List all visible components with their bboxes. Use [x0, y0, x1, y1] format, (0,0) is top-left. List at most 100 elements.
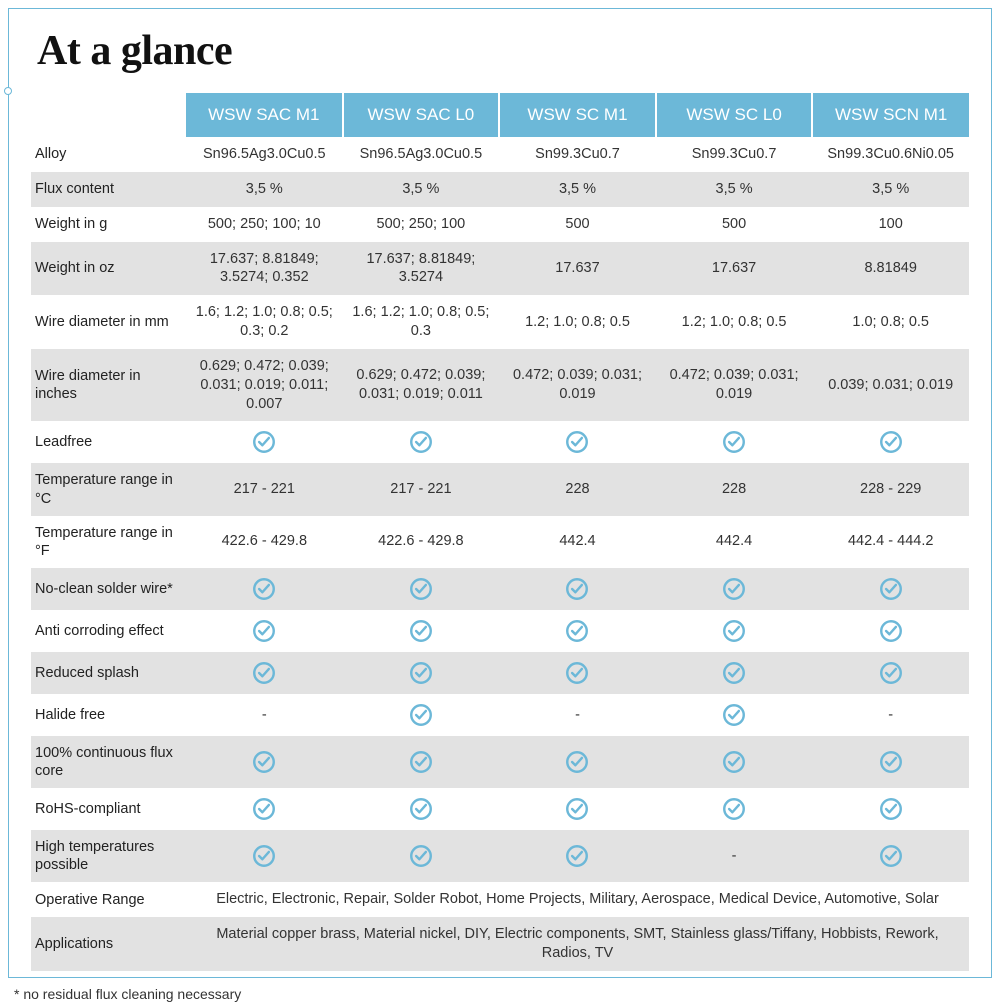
cell: 0.629; 0.472; 0.039; 0.031; 0.019; 0.011…	[186, 349, 343, 422]
cell: -	[656, 830, 813, 882]
table-row: Flux content3,5 %3,5 %3,5 %3,5 %3,5 %	[31, 172, 969, 207]
table-row: Leadfree	[31, 421, 969, 463]
check-icon	[564, 660, 590, 686]
cell	[186, 568, 343, 610]
check-icon	[564, 429, 590, 455]
cell	[186, 788, 343, 830]
row-label: High temperatures possible	[31, 830, 186, 882]
row-label: Halide free	[31, 694, 186, 736]
check-icon	[251, 796, 277, 822]
row-label: Alloy	[31, 137, 186, 172]
check-icon	[408, 702, 434, 728]
row-label: Applications	[31, 917, 186, 971]
footnote: * no residual flux cleaning necessary	[14, 986, 1000, 1002]
cell: 217 - 221	[343, 463, 500, 515]
cell	[186, 652, 343, 694]
cell	[656, 736, 813, 788]
check-icon	[564, 618, 590, 644]
check-icon	[408, 749, 434, 775]
cell: 0.472; 0.039; 0.031; 0.019	[656, 349, 813, 422]
cell	[499, 652, 656, 694]
col-header: WSW SC M1	[499, 93, 656, 137]
cell: 228	[656, 463, 813, 515]
check-icon	[878, 660, 904, 686]
cell	[812, 830, 969, 882]
cell	[343, 788, 500, 830]
cell	[812, 421, 969, 463]
check-icon	[564, 749, 590, 775]
check-icon	[721, 702, 747, 728]
table-row: Wire diameter in mm1.6; 1.2; 1.0; 0.8; 0…	[31, 295, 969, 349]
cell	[343, 610, 500, 652]
check-icon	[878, 576, 904, 602]
cell: 1.2; 1.0; 0.8; 0.5	[499, 295, 656, 349]
span-cell: Electric, Electronic, Repair, Solder Rob…	[186, 882, 969, 917]
check-icon	[721, 749, 747, 775]
check-icon	[721, 660, 747, 686]
cell	[656, 610, 813, 652]
cell	[656, 568, 813, 610]
check-icon	[878, 843, 904, 869]
cell: 442.4	[499, 516, 656, 568]
cell: 17.637	[499, 242, 656, 296]
cell	[656, 788, 813, 830]
cell: 17.637; 8.81849; 3.5274	[343, 242, 500, 296]
cell: 8.81849	[812, 242, 969, 296]
check-icon	[408, 618, 434, 644]
cell	[499, 421, 656, 463]
cell	[656, 421, 813, 463]
table-row: Reduced splash	[31, 652, 969, 694]
cell: 3,5 %	[343, 172, 500, 207]
cell	[186, 736, 343, 788]
decorative-dot	[4, 87, 12, 95]
cell: 3,5 %	[499, 172, 656, 207]
cell: 3,5 %	[812, 172, 969, 207]
cell: 1.6; 1.2; 1.0; 0.8; 0.5; 0.3	[343, 295, 500, 349]
cell: 500	[499, 207, 656, 242]
cell: 422.6 - 429.8	[343, 516, 500, 568]
cell: 442.4	[656, 516, 813, 568]
table-row: High temperatures possible -	[31, 830, 969, 882]
col-header: WSW SC L0	[656, 93, 813, 137]
cell: 100	[812, 207, 969, 242]
cell	[812, 788, 969, 830]
check-icon	[408, 429, 434, 455]
cell: Sn96.5Ag3.0Cu0.5	[343, 137, 500, 172]
span-cell: Material copper brass, Material nickel, …	[186, 917, 969, 971]
cell	[812, 568, 969, 610]
content-frame: At a glance WSW SAC M1 WSW SAC L0 WSW SC…	[8, 8, 992, 978]
cell: 3,5 %	[656, 172, 813, 207]
cell: 17.637; 8.81849; 3.5274; 0.352	[186, 242, 343, 296]
row-label: Weight in g	[31, 207, 186, 242]
cell: 500; 250; 100; 10	[186, 207, 343, 242]
cell	[812, 736, 969, 788]
cell: 3,5 %	[186, 172, 343, 207]
cell	[812, 610, 969, 652]
check-icon	[251, 429, 277, 455]
row-label: Flux content	[31, 172, 186, 207]
check-icon	[564, 796, 590, 822]
header-blank	[31, 93, 186, 137]
cell: 0.629; 0.472; 0.039; 0.031; 0.019; 0.011	[343, 349, 500, 422]
cell: 500; 250; 100	[343, 207, 500, 242]
cell: Sn99.3Cu0.7	[499, 137, 656, 172]
cell	[499, 736, 656, 788]
table-row: 100% continuous flux core	[31, 736, 969, 788]
check-icon	[251, 618, 277, 644]
row-label: Operative Range	[31, 882, 186, 917]
table-row: No-clean solder wire*	[31, 568, 969, 610]
row-label: Anti corroding effect	[31, 610, 186, 652]
cell	[343, 830, 500, 882]
table-row: ApplicationsMaterial copper brass, Mater…	[31, 917, 969, 971]
check-icon	[721, 796, 747, 822]
row-label: No-clean solder wire*	[31, 568, 186, 610]
row-label: RoHS-compliant	[31, 788, 186, 830]
check-icon	[408, 843, 434, 869]
cell	[812, 652, 969, 694]
table-row: AlloySn96.5Ag3.0Cu0.5Sn96.5Ag3.0Cu0.5Sn9…	[31, 137, 969, 172]
cell: 1.2; 1.0; 0.8; 0.5	[656, 295, 813, 349]
cell: 1.0; 0.8; 0.5	[812, 295, 969, 349]
check-icon	[878, 749, 904, 775]
cell	[186, 610, 343, 652]
cell	[186, 830, 343, 882]
